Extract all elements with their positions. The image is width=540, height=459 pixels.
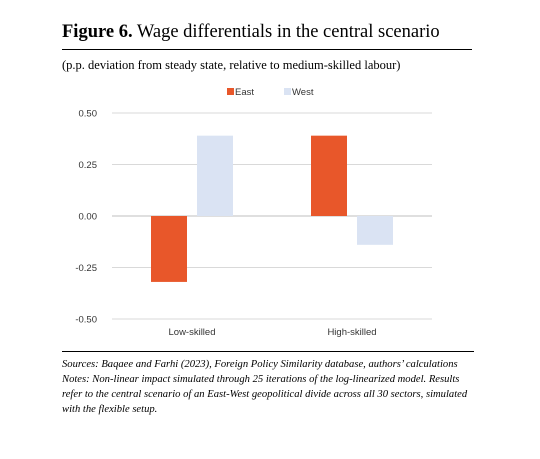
y-tick-label: 0.50 bbox=[79, 109, 98, 120]
legend-label-west: West bbox=[292, 87, 314, 98]
figure-notes: Sources: Baqaee and Farhi (2023), Foreig… bbox=[62, 351, 474, 417]
legend-label-east: East bbox=[235, 87, 254, 98]
bar-west bbox=[357, 216, 393, 245]
y-tick-label: -0.50 bbox=[75, 315, 97, 326]
bar-east bbox=[311, 135, 347, 216]
bar-chart: 0.50 0.25 0.00 -0.25 -0.50 Low-skilled High-sk… bbox=[75, 87, 432, 338]
sources-text: Sources: Baqaee and Farhi (2023), Foreig… bbox=[62, 359, 458, 370]
figure-label: Figure 6. bbox=[62, 22, 133, 42]
x-category-label: High-skilled bbox=[327, 327, 376, 338]
y-tick-label: -0.25 bbox=[75, 263, 97, 274]
x-category-label: Low-skilled bbox=[169, 327, 216, 338]
title-rule bbox=[62, 49, 472, 50]
y-tick-label: 0.00 bbox=[79, 212, 98, 223]
figure-subtitle: (p.p. deviation from steady state, relat… bbox=[62, 58, 401, 72]
notes-text: Notes: Non-linear impact simulated throu… bbox=[62, 374, 468, 415]
bar-east bbox=[151, 216, 187, 282]
bar-west bbox=[197, 135, 233, 216]
legend-swatch-east bbox=[227, 88, 234, 95]
figure-title: Figure 6. Wage differentials in the cent… bbox=[62, 20, 472, 44]
legend-swatch-west bbox=[284, 88, 291, 95]
y-tick-label: 0.25 bbox=[79, 160, 98, 171]
figure-title-text: Wage differentials in the central scenar… bbox=[136, 22, 440, 42]
